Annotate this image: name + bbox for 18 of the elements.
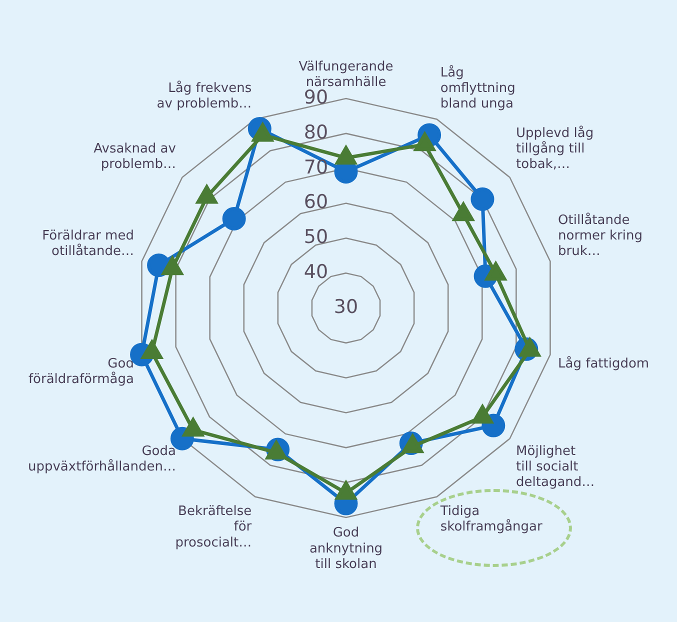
- spoke-label: Avsaknad av problemb…: [94, 141, 176, 172]
- spoke-label: God anknytning till skolan: [309, 526, 383, 572]
- y-tick-label: 60: [304, 191, 328, 214]
- spoke-label: Låg omflyttning bland unga: [440, 64, 516, 112]
- y-tick-label: 80: [304, 121, 328, 144]
- spoke-label: Otillåtande normer kring bruk…: [558, 212, 642, 260]
- spoke-label: Goda uppväxtförhållanden…: [28, 444, 176, 474]
- y-tick-label: 70: [304, 156, 328, 178]
- spoke-label: Föräldrar med otillåtande…: [42, 228, 134, 260]
- y-tick-label: 40: [304, 261, 328, 284]
- spoke-label: Låg fattigdom: [558, 356, 650, 372]
- spoke-label: Bekräftelse för prosocialt…: [175, 504, 252, 550]
- y-tick-label: 50: [304, 226, 328, 248]
- spoke-label: Möjlighet till socialt deltagand…: [516, 444, 595, 490]
- y-tick-label: 30: [334, 296, 358, 318]
- spoke-label: Låg frekvens av problemb…: [156, 80, 252, 112]
- spoke-label: Upplevd låg tillgång till tobak,…: [516, 124, 594, 172]
- spoke-label: Tidiga skolframgångar: [439, 504, 543, 535]
